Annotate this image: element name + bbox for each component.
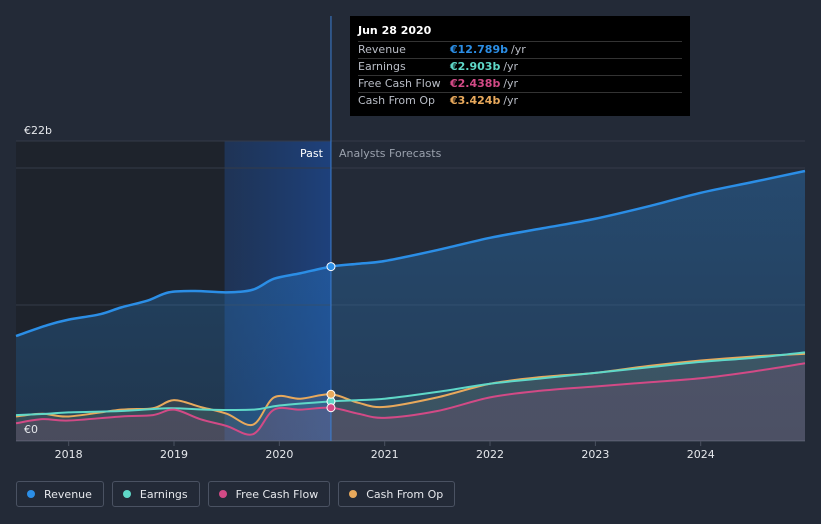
series-areas — [16, 171, 805, 441]
forecast-label: Analysts Forecasts — [339, 147, 442, 160]
tooltip-row-value: €2.438b — [450, 77, 501, 90]
earnings-line — [15, 351, 806, 417]
hover-markers — [326, 262, 336, 413]
earnings-area — [16, 352, 805, 441]
legend-item-earnings[interactable]: Earnings — [111, 481, 200, 507]
financial-chart: Past Analysts Forecasts €22b €0 2018 2019… — [15, 16, 806, 461]
y-axis-min-label: €0 — [24, 423, 38, 436]
legend-label: Free Cash Flow — [235, 487, 319, 501]
cfo-marker — [326, 389, 336, 399]
x-tick-label: 2019 — [160, 448, 188, 461]
x-tick-label: 2023 — [581, 448, 609, 461]
tooltip-row-unit: /yr — [510, 43, 526, 56]
tooltip-row-unit: /yr — [503, 77, 519, 90]
legend-dot-icon — [218, 490, 227, 498]
x-axis: 2018 2019 2020 2021 2022 2023 2024 — [55, 441, 715, 461]
revenue-line — [15, 169, 806, 338]
legend-item-free-cash-flow[interactable]: Free Cash Flow — [207, 481, 331, 507]
tooltip-row-label: Revenue — [358, 43, 406, 56]
x-tick-label: 2022 — [476, 448, 504, 461]
tooltip-row-value: €2.903b — [450, 60, 501, 73]
tooltip-row-label: Free Cash Flow — [358, 77, 441, 90]
tooltip-row-unit: /yr — [503, 60, 519, 73]
y-axis-max-label: €22b — [24, 124, 52, 137]
legend-item-revenue[interactable]: Revenue — [16, 481, 104, 507]
legend-label: Cash From Op — [366, 487, 444, 501]
legend-dot-icon — [349, 490, 358, 498]
tooltip-row-free-cash-flow: Free Cash Flow €2.438b /yr — [358, 75, 682, 92]
legend-item-cash-from-op[interactable]: Cash From Op — [338, 481, 456, 507]
revenue-area — [16, 171, 805, 441]
tooltip-date: Jun 28 2020 — [358, 24, 432, 37]
tooltip-row-cash-from-op: Cash From Op €3.424b /yr — [358, 92, 682, 109]
tooltip-row-label: Cash From Op — [358, 94, 436, 107]
legend-dot-icon — [122, 490, 131, 498]
x-tick-label: 2020 — [265, 448, 293, 461]
fcf-line — [15, 362, 806, 436]
legend-label: Revenue — [44, 487, 92, 501]
x-tick-label: 2024 — [687, 448, 715, 461]
cfo-area — [16, 353, 805, 441]
chart-legend: Revenue Earnings Free Cash Flow Cash Fro… — [16, 481, 456, 507]
past-label: Past — [300, 147, 324, 160]
tooltip-row-value: €12.789b — [450, 43, 508, 56]
legend-dot-icon — [27, 490, 35, 498]
revenue-marker — [326, 262, 336, 272]
legend-label: Earnings — [139, 487, 188, 501]
fcf-marker — [326, 403, 336, 413]
series-lines — [15, 169, 806, 436]
tooltip-row-unit: /yr — [503, 94, 519, 107]
tooltip: Jun 28 2020 Revenue €12.789b /yr Earning… — [350, 16, 690, 116]
x-tick-label: 2018 — [55, 448, 83, 461]
x-tick-label: 2021 — [371, 448, 399, 461]
fcf-area — [16, 363, 805, 441]
tooltip-row-revenue: Revenue €12.789b /yr — [358, 41, 682, 58]
tooltip-row-value: €3.424b — [450, 94, 501, 107]
tooltip-row-label: Earnings — [358, 60, 406, 73]
tooltip-row-earnings: Earnings €2.903b /yr — [358, 58, 682, 75]
